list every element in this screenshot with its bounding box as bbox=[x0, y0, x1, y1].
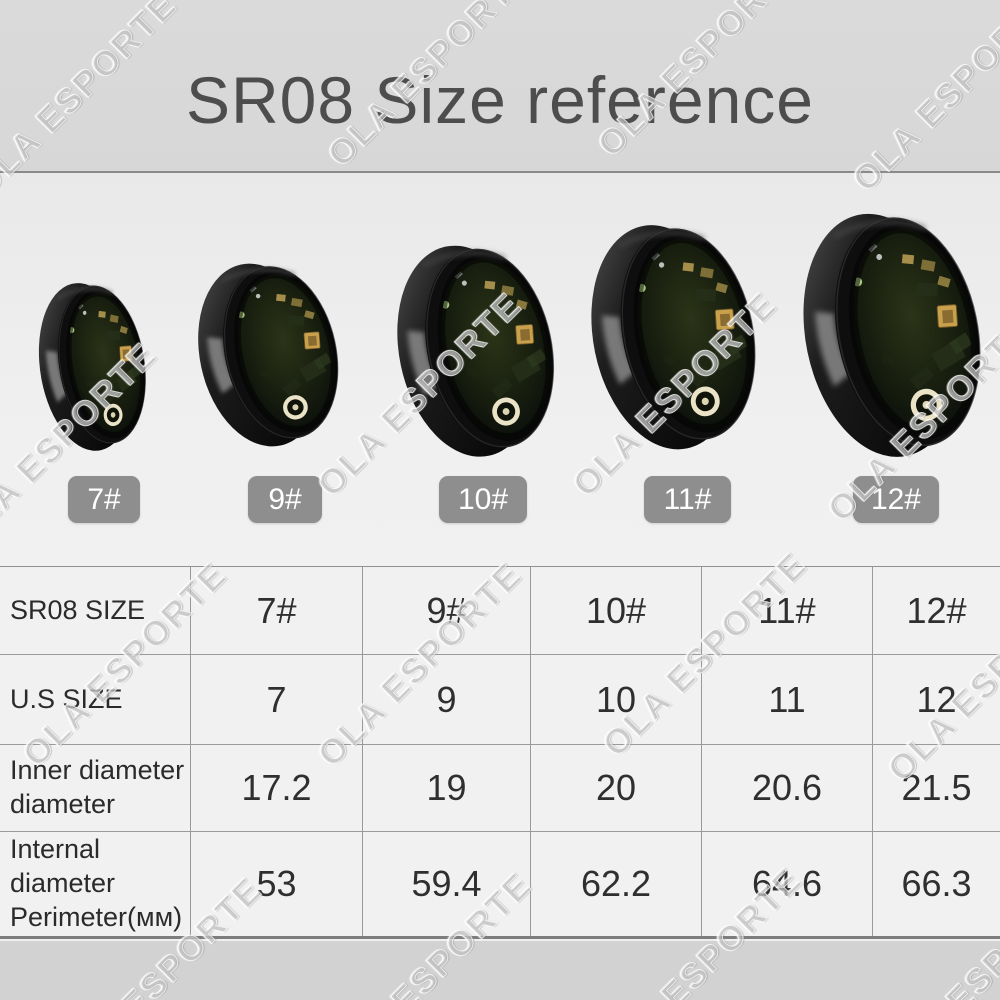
table-cell: 66.3 bbox=[872, 831, 1000, 936]
row-label-line2: Perimeter(мм) bbox=[10, 901, 183, 932]
table-cell: 20.6 bbox=[701, 744, 872, 831]
ring-image-11 bbox=[590, 217, 768, 455]
table-cell: 11# bbox=[701, 567, 872, 654]
ring-size-badge-10: 10# bbox=[439, 476, 527, 523]
header: SR08 Size reference bbox=[0, 0, 1000, 173]
table-row-label: U.S SIZE bbox=[0, 654, 190, 744]
row-label-line1: Inner diameter bbox=[10, 755, 185, 786]
table-cell: 11 bbox=[701, 654, 872, 744]
size-table: SR08 SIZE 7# 9# 10# 11# 12# U.S SIZE 7 9… bbox=[0, 566, 1000, 939]
table-cell: 7 bbox=[190, 654, 362, 744]
row-label-line1: Internal diameter bbox=[10, 834, 116, 899]
table-cell: 9 bbox=[362, 654, 530, 744]
table-row-label: SR08 SIZE bbox=[0, 567, 190, 654]
row-label-line2: diameter bbox=[10, 789, 116, 819]
table-cell: 53 bbox=[190, 831, 362, 936]
ring-image-7 bbox=[38, 277, 154, 455]
ring-size-badge-11: 11# bbox=[644, 476, 731, 523]
table-row-label: Inner diameter diameter bbox=[0, 744, 190, 831]
ring-image-9 bbox=[197, 257, 349, 451]
table-cell: 17.2 bbox=[190, 744, 362, 831]
table-cell: 10# bbox=[530, 567, 701, 654]
footer-band bbox=[0, 941, 1000, 1000]
table-row-label: Internal diameter Perimeter(мм) bbox=[0, 831, 190, 936]
table-cell: 62.2 bbox=[530, 831, 701, 936]
table-cell: 10 bbox=[530, 654, 701, 744]
ring-image-12 bbox=[802, 205, 994, 463]
page-title: SR08 Size reference bbox=[186, 63, 814, 137]
table-cell: 7# bbox=[190, 567, 362, 654]
table-cell: 59.4 bbox=[362, 831, 530, 936]
table-cell: 20 bbox=[530, 744, 701, 831]
table-cell: 64.6 bbox=[701, 831, 872, 936]
table-cell: 12 bbox=[872, 654, 1000, 744]
ring-size-badge-12: 12# bbox=[853, 476, 939, 523]
table-cell: 19 bbox=[362, 744, 530, 831]
ring-size-badge-9: 9# bbox=[248, 476, 322, 523]
row-label-line1: SR08 SIZE bbox=[10, 594, 146, 625]
table-cell: 12# bbox=[872, 567, 1000, 654]
ring-size-badge-7: 7# bbox=[68, 476, 140, 523]
table-cell: 9# bbox=[362, 567, 530, 654]
row-label-line1: U.S SIZE bbox=[10, 683, 123, 714]
table-cell: 21.5 bbox=[872, 744, 1000, 831]
ring-image-10 bbox=[396, 238, 566, 462]
